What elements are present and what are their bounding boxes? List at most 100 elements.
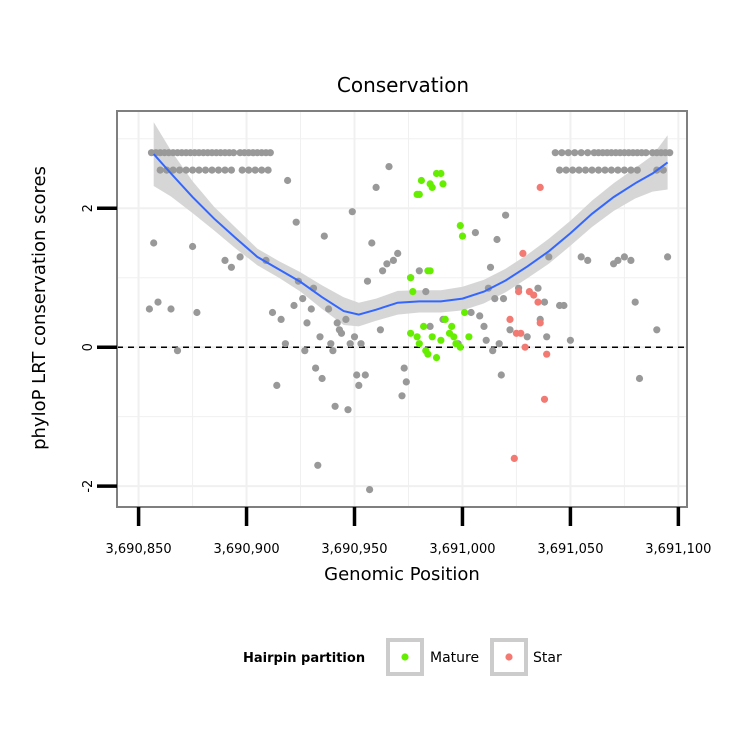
data-point-other [540,298,549,306]
data-point-other [214,166,223,174]
data-point-other [368,239,376,247]
data-point-other [189,166,197,174]
data-point-other [376,326,384,334]
data-point-other [577,149,585,157]
data-point-star [521,343,529,351]
data-point-other [299,295,307,303]
data-point-mature [417,176,425,185]
data-point-other [400,364,408,372]
y-axis-title: phyloP LRT conservation scores [29,166,50,450]
data-point-other [569,166,577,174]
data-point-other [666,149,674,157]
data-point-other [245,166,253,174]
y-tick-label: 0 [81,343,96,351]
data-point-star [515,288,523,296]
data-point-other [664,253,672,261]
data-point-mature [415,340,423,348]
data-point-other [167,305,175,313]
data-point-other [495,340,503,348]
data-point-other [627,166,635,174]
data-point-other [620,166,629,174]
x-axis-title: Genomic Position [324,564,480,585]
data-point-other [195,166,203,174]
data-point-other [284,176,292,185]
data-point-other [320,232,328,240]
data-point-other [301,347,309,355]
x-tick-label: 3,691,050 [537,542,603,557]
data-point-other [398,392,406,400]
data-point-mature [428,333,436,341]
data-point-other [145,305,153,313]
data-point-other [584,256,592,264]
data-point-other [584,149,592,157]
data-point-other [493,235,501,244]
data-points [145,149,674,494]
data-point-other [558,149,566,157]
data-point-other [633,166,641,174]
y-tick-label: -2 [81,480,96,493]
data-point-other [325,305,333,313]
data-point-other [251,166,259,174]
data-point-other [394,249,402,257]
data-point-other [176,166,184,174]
data-point-other [502,211,510,219]
data-point-other [499,295,508,303]
data-point-other [556,166,564,174]
data-point-other [277,315,285,323]
data-point-other [653,326,661,334]
data-point-other [635,374,644,383]
data-point-other [642,149,650,157]
data-point-mature [456,222,464,230]
data-point-other [316,333,324,341]
data-point-other [379,267,387,275]
data-point-mature [456,343,464,351]
data-point-other [348,208,356,216]
data-point-mature [439,180,447,188]
data-point-other [562,166,570,174]
data-point-other [607,166,616,174]
data-point-mature [448,322,456,330]
data-point-other [534,284,542,292]
legend-label-star: Star [533,650,562,666]
data-point-mature [413,333,421,341]
data-point-other [545,253,553,261]
data-point-other [523,333,531,341]
data-point-other [506,326,514,334]
confidence-band [153,122,668,327]
data-point-other [331,402,339,410]
data-point-other [227,263,235,271]
x-axis: 3,690,850 3,690,900 3,690,950 3,691,000 3,69… [106,507,711,557]
chart-title: Conservation [337,73,469,97]
data-point-other [355,381,363,389]
legend-label-mature: Mature [430,650,479,666]
legend-key-star-dot [505,653,513,661]
data-point-star [534,298,542,306]
data-point-other [329,347,337,355]
data-point-mature [461,308,469,317]
data-point-star [517,329,525,337]
data-point-other [312,364,320,372]
data-point-other [337,329,346,337]
data-point-other [281,340,289,348]
data-point-other [314,461,322,469]
data-point-star [540,395,549,403]
data-point-mature [437,169,445,178]
data-point-other [273,381,281,389]
data-point-other [346,340,354,348]
x-tick-label: 3,691,000 [429,542,495,557]
data-point-star [543,350,551,358]
data-point-other [620,253,629,261]
data-point-other [402,378,410,386]
data-point-other [230,149,238,157]
data-point-mature [441,315,449,323]
data-point-other [491,295,499,303]
data-point-other [389,256,397,264]
x-tick-label: 3,690,950 [321,542,387,557]
confidence-band-layer [153,122,668,327]
data-point-other [486,263,495,271]
data-point-other [318,374,326,383]
data-point-mature [407,274,415,282]
data-point-other [333,319,341,327]
data-point-other [480,322,488,330]
